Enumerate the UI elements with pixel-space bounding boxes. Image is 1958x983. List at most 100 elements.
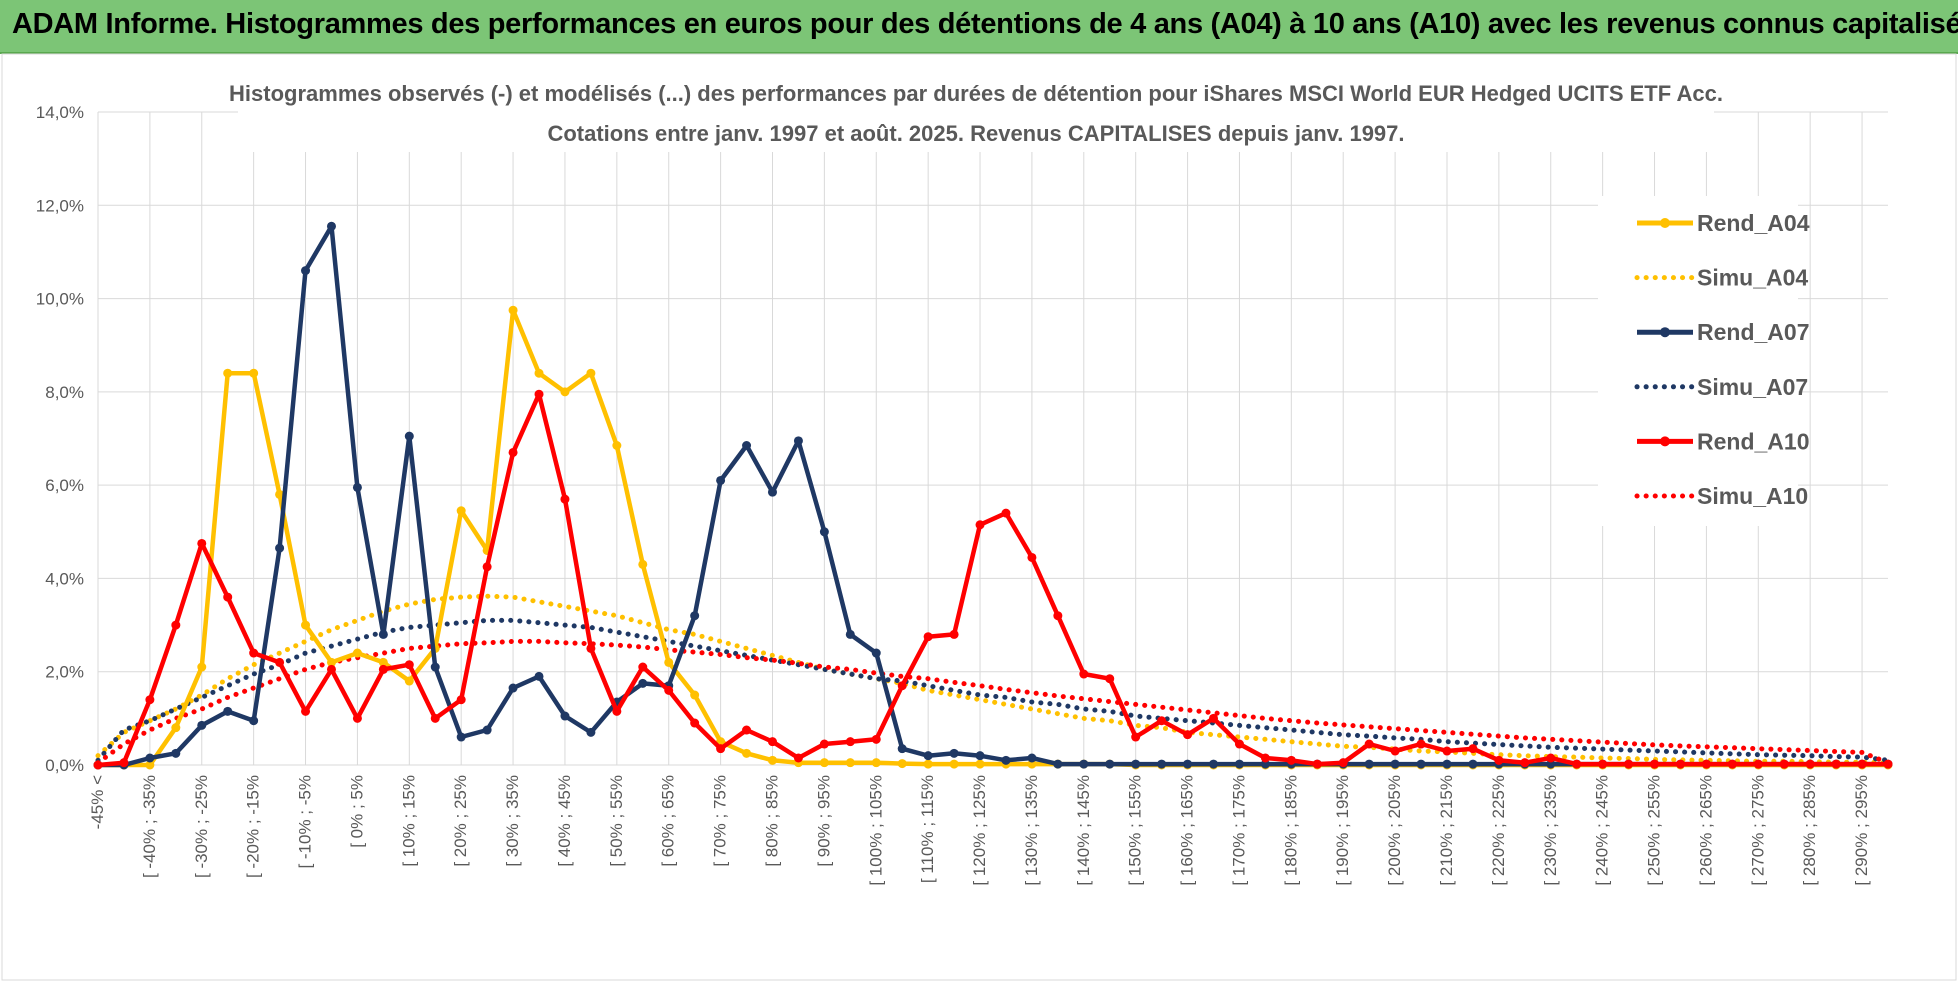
- x-tick-label: [ 140% ; 145%: [1074, 775, 1093, 886]
- series-point-Rend_A10: [949, 629, 959, 639]
- series-point-Rend_A10: [793, 753, 803, 763]
- series-point-Rend_A04: [664, 657, 674, 667]
- series-point-Rend_A07: [249, 716, 259, 726]
- series-point-Rend_A07: [1027, 753, 1037, 763]
- legend-marker: [1660, 436, 1670, 447]
- series-point-Rend_A10: [1883, 759, 1893, 769]
- series-point-Rend_A04: [404, 676, 414, 686]
- series-point-Rend_A07: [897, 744, 907, 754]
- x-tick-label: [ 100% ; 105%: [866, 775, 885, 886]
- x-tick-label: [ 170% ; 175%: [1229, 775, 1248, 886]
- series-point-Rend_A07: [482, 725, 492, 735]
- series-point-Rend_A07: [742, 440, 752, 450]
- series-point-Rend_A04: [586, 368, 596, 378]
- x-tick-label: [ 290% ; 295%: [1852, 775, 1871, 886]
- series-line-Simu_A10: [95, 638, 1891, 766]
- series-point-Rend_A10: [716, 744, 726, 754]
- series-point-Rend_A10: [171, 620, 181, 630]
- y-axis: 0,0% 2,0% 4,0% 6,0% 8,0% 10,0% 12,0% 14,0%: [36, 103, 84, 775]
- series-point-Rend_A07: [586, 727, 596, 737]
- series-point-Rend_A10: [1260, 753, 1270, 763]
- series-point-Rend_A10: [119, 758, 129, 768]
- series-point-Rend_A10: [1572, 759, 1582, 769]
- series-point-Rend_A10: [1053, 611, 1063, 621]
- series-point-Rend_A07: [171, 748, 181, 758]
- y-tick-label: 6,0%: [45, 476, 84, 495]
- series-point-Rend_A10: [586, 643, 596, 653]
- series-line-Simu_A04: [95, 593, 1891, 766]
- series-point-Rend_A10: [871, 734, 881, 744]
- y-tick-label: 0,0%: [45, 756, 84, 775]
- x-tick-label: -45% <: [88, 775, 107, 829]
- series-point-Rend_A04: [197, 662, 207, 672]
- series-point-Rend_A10: [1727, 759, 1737, 769]
- series-point-Rend_A04: [560, 387, 570, 397]
- series-point-Rend_A04: [145, 760, 155, 770]
- series-point-Rend_A10: [742, 725, 752, 735]
- series-point-Rend_A10: [326, 664, 336, 674]
- series-point-Rend_A04: [456, 506, 466, 516]
- series-point-Rend_A10: [1183, 730, 1193, 740]
- x-tick-label: [ -10% ; -5%: [296, 775, 315, 869]
- series-point-Rend_A10: [1520, 758, 1530, 768]
- series-point-Rend_A07: [767, 487, 777, 497]
- series-point-Rend_A04: [638, 559, 648, 569]
- series-point-Rend_A07: [197, 720, 207, 730]
- y-tick-label: 2,0%: [45, 663, 84, 682]
- x-tick-label: [ 250% ; 255%: [1645, 775, 1664, 886]
- series-group: [93, 221, 1893, 770]
- series-point-Rend_A07: [301, 266, 311, 276]
- y-tick-label: 10,0%: [36, 290, 84, 309]
- series-point-Rend_A10: [1338, 758, 1348, 768]
- series-point-Rend_A10: [1857, 759, 1867, 769]
- series-point-Rend_A10: [197, 538, 207, 548]
- series-point-Rend_A07: [716, 475, 726, 485]
- series-point-Rend_A10: [1650, 759, 1660, 769]
- legend-marker: [1660, 327, 1670, 338]
- series-point-Rend_A04: [742, 748, 752, 758]
- series-point-Rend_A04: [975, 759, 985, 769]
- x-tick-label: [ 220% ; 225%: [1489, 775, 1508, 886]
- series-point-Rend_A04: [508, 305, 518, 315]
- series-point-Rend_A10: [1675, 759, 1685, 769]
- x-tick-label: [ 110% ; 115%: [918, 775, 937, 883]
- series-point-Rend_A10: [638, 662, 648, 672]
- series-point-Rend_A07: [223, 706, 233, 716]
- series-point-Rend_A07: [378, 629, 388, 639]
- series-point-Rend_A07: [690, 611, 700, 621]
- legend-marker: [1660, 218, 1670, 228]
- series-point-Rend_A07: [1053, 759, 1063, 769]
- series-point-Rend_A07: [1157, 759, 1167, 769]
- banner: ADAM Informe. Histogrammes des performan…: [0, 0, 1958, 54]
- series-point-Rend_A04: [171, 723, 181, 733]
- series-point-Rend_A07: [275, 543, 285, 553]
- series-point-Rend_A07: [430, 662, 440, 672]
- series-point-Rend_A07: [1131, 759, 1141, 769]
- title-backdrop: [238, 80, 1714, 152]
- series-point-Rend_A07: [1416, 759, 1426, 769]
- legend-backdrop: [1598, 196, 1798, 526]
- series-point-Rend_A10: [275, 657, 285, 667]
- series-point-Rend_A04: [249, 368, 259, 378]
- x-tick-label: [ 150% ; 155%: [1126, 775, 1145, 886]
- legend-label: Rend_A10: [1697, 428, 1809, 454]
- series-point-Rend_A04: [690, 690, 700, 700]
- series-point-Rend_A07: [1468, 759, 1478, 769]
- series-point-Rend_A10: [508, 447, 518, 457]
- series-point-Rend_A10: [482, 562, 492, 572]
- x-tick-label: [ 180% ; 185%: [1281, 775, 1300, 886]
- x-tick-label: [ 190% ; 195%: [1333, 775, 1352, 886]
- x-tick-label: [ 280% ; 285%: [1800, 775, 1819, 886]
- series-point-Rend_A10: [1468, 744, 1478, 754]
- x-tick-label: [ 70% ; 75%: [711, 775, 730, 867]
- series-point-Rend_A10: [767, 737, 777, 747]
- y-tick-label: 14,0%: [36, 103, 84, 122]
- legend-label: Simu_A10: [1697, 483, 1808, 509]
- x-tick-label: [ 260% ; 265%: [1696, 775, 1715, 886]
- x-tick-label: [ 240% ; 245%: [1593, 775, 1612, 886]
- series-point-Rend_A10: [1105, 674, 1115, 684]
- x-tick-label: [ 230% ; 235%: [1541, 775, 1560, 886]
- series-point-Rend_A10: [845, 737, 855, 747]
- series-point-Rend_A04: [845, 758, 855, 768]
